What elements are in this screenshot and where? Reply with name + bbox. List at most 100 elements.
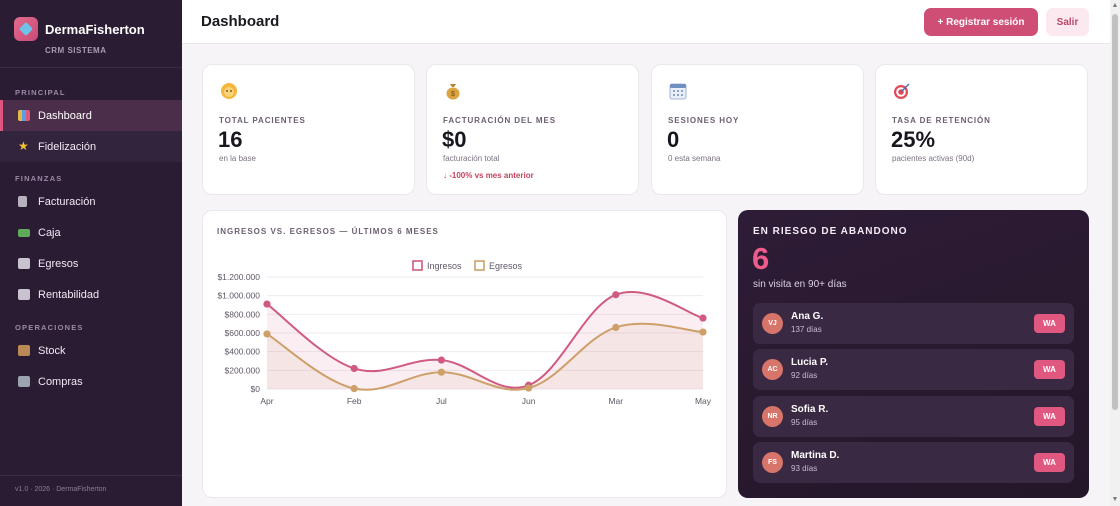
sidebar-item-fidelizacion[interactable]: ★ Fidelización xyxy=(0,131,182,162)
sidebar-item-compras[interactable]: Compras xyxy=(0,366,182,397)
sidebar-item-label: Compras xyxy=(38,375,83,388)
stat-card-tasa-retencion: TASA DE RETENCIÓN 25% pacientes activas … xyxy=(875,64,1088,195)
whatsapp-button[interactable]: WA xyxy=(1034,314,1065,333)
stat-value: $0 xyxy=(442,127,467,152)
legend-label: Ingresos xyxy=(427,261,462,271)
sidebar-item-label: Egresos xyxy=(38,257,79,270)
svg-text:$: $ xyxy=(451,91,455,98)
patient-days: 137 días xyxy=(791,325,822,334)
page-scrollbar[interactable]: ▲ ▼ xyxy=(1110,0,1120,506)
patient-row: AC Lucia P. 92 días WA xyxy=(753,349,1074,390)
risk-count: 6 xyxy=(752,241,770,276)
data-point xyxy=(263,330,271,338)
whatsapp-button[interactable]: WA xyxy=(1034,407,1065,426)
avatar: NR xyxy=(762,406,783,427)
sidebar-item-stock[interactable]: Stock xyxy=(0,335,182,366)
data-point xyxy=(699,328,707,336)
stat-subtext: 0 esta semana xyxy=(668,154,721,163)
data-point xyxy=(699,314,707,322)
data-point xyxy=(612,291,620,299)
stat-card-total-pacientes: TOTAL PACIENTES 16 en la base xyxy=(202,64,415,195)
y-tick-label: $600.000 xyxy=(225,328,261,338)
x-tick-label: Mar xyxy=(608,396,623,406)
stat-value: 0 xyxy=(667,127,680,152)
patient-name: Martina D. xyxy=(791,450,840,461)
sidebar-item-caja[interactable]: Caja xyxy=(0,217,182,248)
data-point xyxy=(350,384,358,393)
box-icon xyxy=(18,345,30,356)
money-bag-icon: $ xyxy=(446,84,460,100)
nav-section-operaciones: OPERACIONES xyxy=(15,323,84,332)
income-expense-chart: $1.200.000 $1.000.000 $800.000 $600.000 $400… xyxy=(217,260,712,406)
risk-title: EN RIESGO DE ABANDONO xyxy=(753,226,908,237)
sidebar-item-label: Rentabilidad xyxy=(38,288,100,301)
sidebar-item-label: Stock xyxy=(38,344,66,357)
whatsapp-button[interactable]: WA xyxy=(1034,360,1065,379)
logout-button[interactable]: Salir xyxy=(1046,8,1089,36)
data-point xyxy=(263,300,271,308)
calendar-icon xyxy=(669,83,687,100)
x-tick-label: Jun xyxy=(522,396,536,406)
avatar: FS xyxy=(762,452,783,473)
sidebar-item-egresos[interactable]: Egresos xyxy=(0,248,182,279)
sidebar-item-label: Facturación xyxy=(38,195,96,208)
stat-label: TASA DE RETENCIÓN xyxy=(892,116,991,125)
cart-icon xyxy=(18,376,30,387)
patient-days: 92 días xyxy=(791,371,818,380)
legend-swatch xyxy=(412,260,423,271)
y-tick-label: $1.000.000 xyxy=(217,291,260,301)
data-point xyxy=(525,384,533,392)
expense-icon xyxy=(18,258,30,269)
x-tick-label: Jul xyxy=(436,396,447,406)
legend-label: Egresos xyxy=(489,261,523,271)
avatar: AC xyxy=(762,359,783,380)
risk-subtitle: sin visita en 90+ días xyxy=(753,279,847,290)
stat-trend-down: ↓ -100% vs mes anterior xyxy=(443,171,534,180)
patient-days: 95 días xyxy=(791,418,818,427)
receipt-icon xyxy=(18,196,27,207)
sidebar: DermaFisherton CRM SISTEMA PRINCIPAL Das… xyxy=(0,0,182,506)
stat-label: TOTAL PACIENTES xyxy=(219,116,306,125)
stat-subtext: pacientes activas (90d) xyxy=(892,154,975,163)
avatar: VJ xyxy=(762,313,783,334)
sidebar-item-rentabilidad[interactable]: Rentabilidad xyxy=(0,279,182,310)
stat-card-facturacion: $ FACTURACIÓN DEL MES $0 facturación tot… xyxy=(426,64,639,195)
series-line xyxy=(266,291,704,389)
patient-row: NR Sofia R. 95 días WA xyxy=(753,396,1074,437)
register-session-button[interactable]: + Registrar sesión xyxy=(924,8,1038,36)
sidebar-footer: v1.0 · 2026 · DermaFisherton xyxy=(0,475,182,506)
x-tick-label: May xyxy=(695,396,712,406)
data-point xyxy=(437,356,445,364)
trend-chart-icon xyxy=(18,289,30,300)
sidebar-item-dashboard[interactable]: Dashboard xyxy=(0,100,182,131)
stat-card-sesiones-hoy: SESIONES HOY 0 0 esta semana xyxy=(651,64,864,195)
target-icon xyxy=(894,83,910,99)
y-tick-label: $0 xyxy=(251,384,261,394)
scroll-up-icon[interactable]: ▲ xyxy=(1111,2,1119,9)
y-tick-label: $400.000 xyxy=(225,347,261,357)
nav-section-principal: PRINCIPAL xyxy=(15,88,66,97)
chart-title: INGRESOS VS. EGRESOS — ÚLTIMOS 6 MESES xyxy=(217,227,439,236)
person-icon xyxy=(221,83,237,99)
patient-name: Lucia P. xyxy=(791,357,829,368)
x-tick-label: Feb xyxy=(347,396,362,406)
stat-label: FACTURACIÓN DEL MES xyxy=(443,116,556,125)
brand-logo-icon xyxy=(14,17,38,41)
series-area xyxy=(267,291,703,389)
whatsapp-button[interactable]: WA xyxy=(1034,453,1065,472)
cash-icon xyxy=(18,228,30,237)
risk-card: EN RIESGO DE ABANDONO 6 sin visita en 90… xyxy=(738,210,1089,498)
sidebar-item-facturacion[interactable]: Facturación xyxy=(0,186,182,217)
sidebar-item-label: Caja xyxy=(38,226,61,239)
data-point xyxy=(350,364,358,373)
y-tick-label: $200.000 xyxy=(225,365,261,375)
data-point xyxy=(612,323,620,331)
patient-row: VJ Ana G. 137 días WA xyxy=(753,303,1074,344)
legend-swatch xyxy=(474,260,485,271)
scroll-down-icon[interactable]: ▼ xyxy=(1111,496,1119,503)
scrollbar-thumb[interactable] xyxy=(1112,14,1118,410)
topbar: Dashboard + Registrar sesión Salir xyxy=(182,0,1110,44)
chart-card: INGRESOS VS. EGRESOS — ÚLTIMOS 6 MESES $… xyxy=(202,210,727,498)
y-tick-label: $800.000 xyxy=(225,309,261,319)
stat-subtext: facturación total xyxy=(443,154,500,163)
